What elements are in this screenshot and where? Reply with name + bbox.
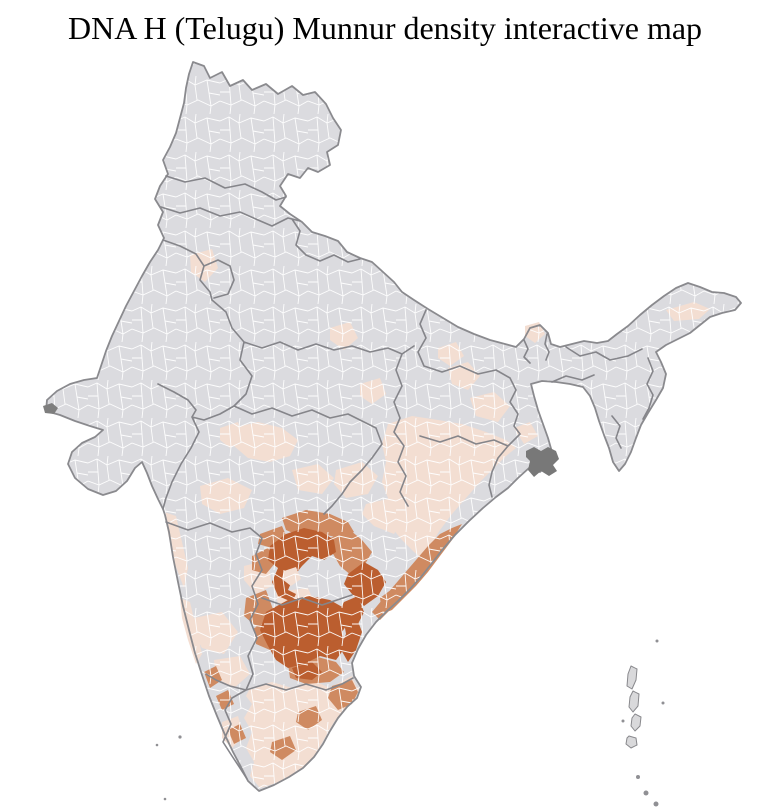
island-dots	[661, 701, 665, 705]
map-layers	[43, 61, 742, 807]
kutch-marsh-patch	[43, 403, 58, 414]
state-borders	[157, 175, 654, 780]
island-dots	[636, 775, 640, 779]
island-dots	[155, 743, 159, 747]
page-title: DNA H (Telugu) Munnur density interactiv…	[67, 10, 703, 46]
island-dots	[621, 719, 625, 723]
district-border-mesh	[46, 62, 741, 791]
island-dots	[643, 790, 649, 796]
island-dots	[178, 735, 182, 739]
island-dots	[653, 801, 659, 807]
andaman-islands[interactable]	[625, 665, 642, 749]
island-dots	[163, 797, 167, 801]
island-dots	[655, 639, 659, 643]
sundarbans-marsh-patch	[526, 447, 559, 477]
country-outline	[45, 61, 742, 792]
